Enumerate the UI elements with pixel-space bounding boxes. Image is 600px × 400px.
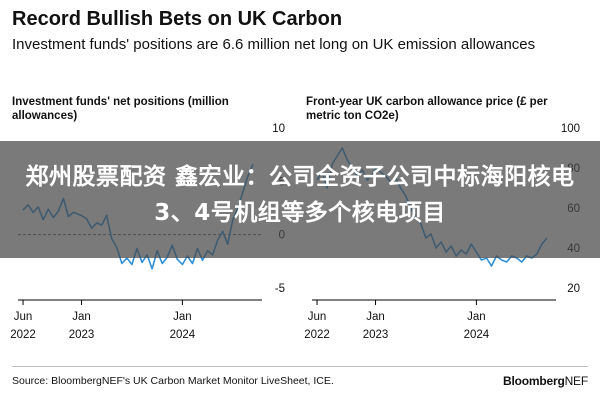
right-x-tick-label-month: Jun	[308, 311, 327, 323]
brand-logo: BloombergNEF	[503, 374, 588, 388]
left-x-tick-label-month: Jan	[72, 311, 91, 323]
chart-title: Record Bullish Bets on UK Carbon	[12, 8, 343, 30]
right-x-tick-label-year: 2023	[363, 329, 389, 341]
brand-bold: Bloomberg	[503, 374, 565, 388]
brand-light: NEF	[564, 374, 589, 388]
left-x-tick-label-year: 2022	[10, 329, 36, 341]
banner-text: 郑州股票配资 鑫宏业：公司全资子公司中标海阳核电3、4号机组等多个核电项目	[25, 164, 575, 226]
left-x-tick-label-year: 2023	[69, 329, 95, 341]
left-x-tick-label-year: 2024	[170, 329, 196, 341]
source-note: Source: BloombergNEF's UK Carbon Market …	[12, 375, 334, 387]
right-y-tick-label: 20	[567, 283, 580, 295]
left-x-tick-label-month: Jun	[14, 311, 33, 323]
left-y-tick-label: 10	[272, 123, 285, 135]
right-y-tick-label: 100	[561, 123, 580, 135]
right-x-tick-label-year: 2024	[464, 329, 490, 341]
left-y-tick-label: -5	[275, 283, 285, 295]
right-x-tick-label-month: Jan	[366, 311, 385, 323]
right-x-tick-label-month: Jan	[467, 311, 486, 323]
left-x-tick-label-month: Jan	[173, 311, 192, 323]
banner-overlay: 郑州股票配资 鑫宏业：公司全资子公司中标海阳核电3、4号机组等多个核电项目	[0, 141, 600, 258]
chart-subtitle: Investment funds' positions are 6.6 mill…	[12, 36, 536, 53]
right-panel-title: Front-year UK carbon allowance price (£ …	[306, 96, 548, 122]
right-x-tick-label-year: 2022	[304, 329, 330, 341]
left-panel-title: Investment funds' net positions (million…	[12, 96, 229, 122]
footer-divider	[12, 366, 588, 367]
